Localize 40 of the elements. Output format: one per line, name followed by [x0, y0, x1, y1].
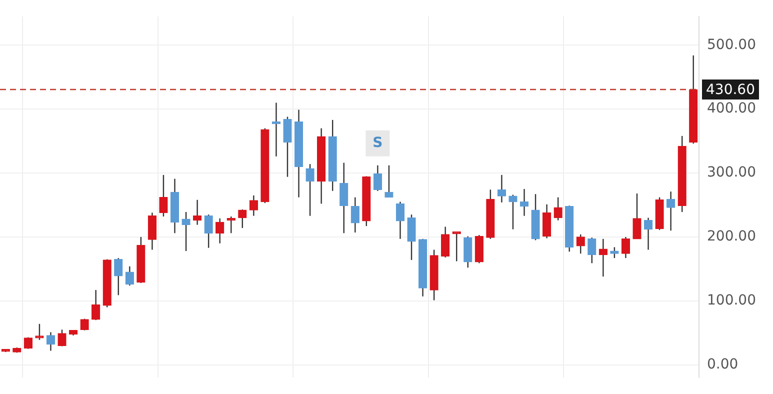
candlestick — [238, 208, 247, 229]
candlestick — [464, 236, 472, 268]
candlestick — [508, 194, 518, 230]
candlestick — [283, 116, 292, 178]
candlestick — [666, 190, 676, 232]
candlestick — [148, 212, 157, 250]
candlestick — [182, 211, 190, 252]
candlestick — [554, 196, 562, 221]
candlestick — [632, 192, 642, 240]
candlestick — [216, 218, 224, 244]
candlestick — [644, 217, 653, 250]
candlestick — [159, 174, 168, 218]
candlestick — [192, 199, 202, 226]
candlestick — [497, 174, 506, 204]
candlestick — [384, 164, 394, 198]
candlestick — [373, 164, 382, 192]
candlestick — [92, 289, 100, 321]
candlestick — [576, 234, 585, 254]
y-tick-label: 400.00 — [707, 100, 756, 117]
candlestick — [350, 196, 360, 234]
candlestick — [204, 214, 213, 248]
y-tick-label: 100.00 — [707, 292, 756, 309]
candlestick — [407, 214, 416, 261]
y-tick-label: 300.00 — [707, 164, 756, 181]
ref-line-label: 430.60 — [706, 82, 755, 98]
candlestick — [441, 226, 450, 258]
candlestick — [306, 163, 314, 216]
candlestick — [520, 188, 529, 216]
candlestick — [340, 162, 348, 234]
y-tick-label: 200.00 — [707, 228, 756, 245]
candlestick — [35, 323, 44, 340]
candlestick — [610, 246, 619, 259]
candlestick — [621, 236, 630, 259]
y-tick-label: 500.00 — [707, 36, 756, 53]
annotation: S — [372, 134, 383, 151]
y-tick-label: 0.00 — [707, 356, 738, 372]
candlestick — [114, 257, 123, 296]
candlestick — [396, 201, 405, 240]
candlestick — [542, 204, 552, 239]
candlestick — [588, 236, 596, 264]
